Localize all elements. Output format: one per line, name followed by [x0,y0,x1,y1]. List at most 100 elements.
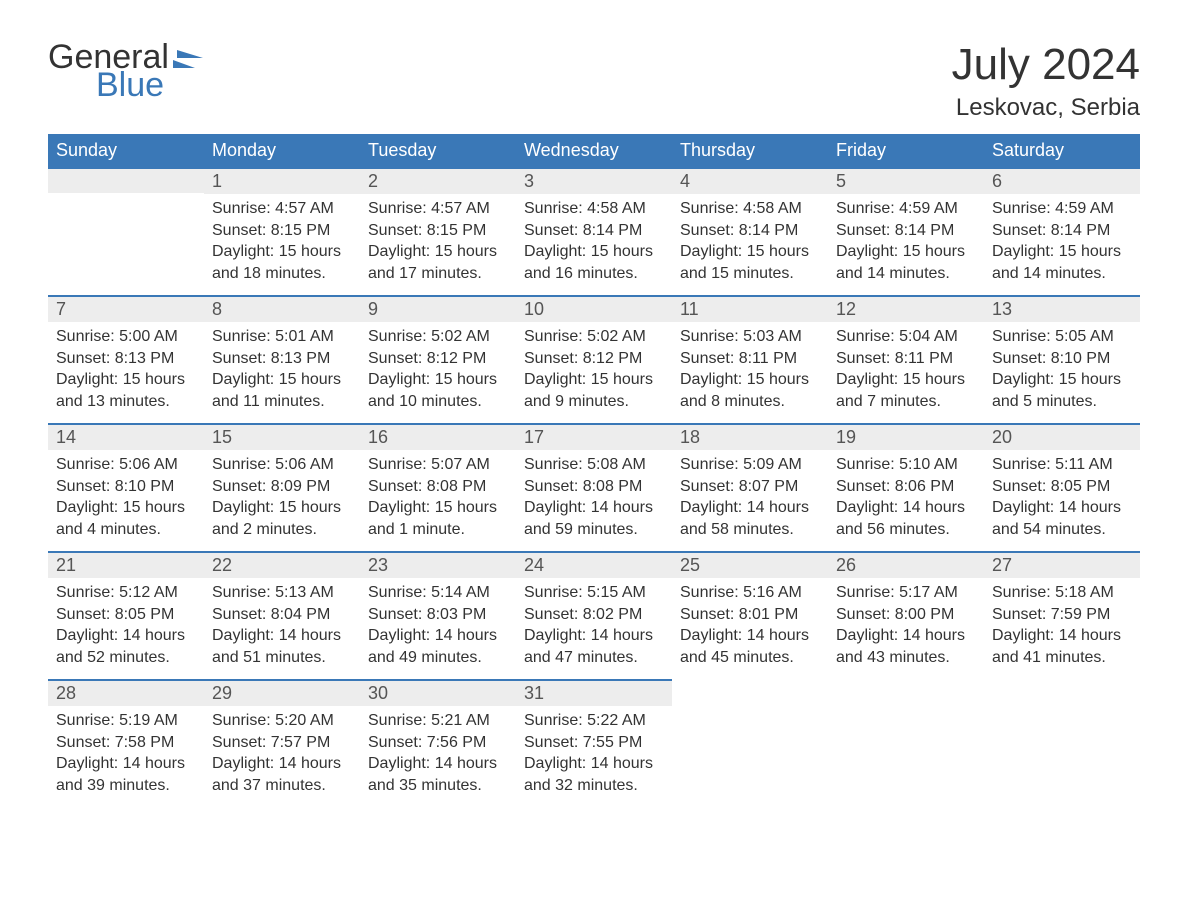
sunrise-label: Sunrise: [368,456,431,473]
sunset-value: 8:07 PM [739,478,799,495]
day-body: Sunrise: 5:19 AMSunset: 7:58 PMDaylight:… [48,706,204,804]
day-number: 17 [516,423,672,450]
sunset-value: 8:11 PM [895,350,953,367]
day-body: Sunrise: 5:10 AMSunset: 8:06 PMDaylight:… [828,450,984,548]
day-number: 27 [984,551,1140,578]
day-body: Sunrise: 5:01 AMSunset: 8:13 PMDaylight:… [204,322,360,420]
weekday-header: Thursday [672,134,828,167]
sunrise-label: Sunrise: [836,328,899,345]
sunset-value: 8:10 PM [115,478,175,495]
sunset-label: Sunset: [368,222,427,239]
calendar-cell: 2Sunrise: 4:57 AMSunset: 8:15 PMDaylight… [360,167,516,295]
calendar-cell: 8Sunrise: 5:01 AMSunset: 8:13 PMDaylight… [204,295,360,423]
daylight-label: Daylight: [836,499,903,516]
sunrise-line: Sunrise: 5:10 AM [836,454,976,476]
day-body: Sunrise: 5:04 AMSunset: 8:11 PMDaylight:… [828,322,984,420]
sunset-label: Sunset: [212,478,271,495]
sunrise-line: Sunrise: 5:15 AM [524,582,664,604]
day-body: Sunrise: 5:16 AMSunset: 8:01 PMDaylight:… [672,578,828,676]
sunrise-value: 5:20 AM [275,712,334,729]
sunrise-line: Sunrise: 5:02 AM [524,326,664,348]
calendar-week-row: 1Sunrise: 4:57 AMSunset: 8:15 PMDaylight… [48,167,1140,295]
day-number: 7 [48,295,204,322]
sunrise-label: Sunrise: [524,200,587,217]
sunset-value: 8:14 PM [1051,222,1111,239]
sunrise-label: Sunrise: [368,712,431,729]
daylight-line: Daylight: 14 hours and 52 minutes. [56,625,196,668]
sunrise-value: 5:09 AM [743,456,802,473]
daylight-label: Daylight: [992,371,1059,388]
sunset-line: Sunset: 8:08 PM [368,476,508,498]
sunset-value: 8:15 PM [271,222,331,239]
sunset-value: 8:14 PM [895,222,955,239]
sunset-line: Sunset: 8:12 PM [524,348,664,370]
sunset-label: Sunset: [368,734,427,751]
calendar-cell: 13Sunrise: 5:05 AMSunset: 8:10 PMDayligh… [984,295,1140,423]
calendar-cell: 9Sunrise: 5:02 AMSunset: 8:12 PMDaylight… [360,295,516,423]
day-number: 13 [984,295,1140,322]
sunrise-label: Sunrise: [212,584,275,601]
sunset-value: 8:12 PM [427,350,487,367]
calendar-cell: 3Sunrise: 4:58 AMSunset: 8:14 PMDaylight… [516,167,672,295]
sunset-label: Sunset: [56,734,115,751]
day-number: 30 [360,679,516,706]
calendar-week-row: 28Sunrise: 5:19 AMSunset: 7:58 PMDayligh… [48,679,1140,807]
sunrise-line: Sunrise: 4:59 AM [836,198,976,220]
day-body: Sunrise: 5:15 AMSunset: 8:02 PMDaylight:… [516,578,672,676]
daylight-label: Daylight: [212,243,279,260]
calendar-cell: 15Sunrise: 5:06 AMSunset: 8:09 PMDayligh… [204,423,360,551]
daylight-label: Daylight: [368,371,435,388]
sunrise-line: Sunrise: 5:05 AM [992,326,1132,348]
sunrise-line: Sunrise: 5:17 AM [836,582,976,604]
sunrise-value: 5:10 AM [899,456,958,473]
calendar-cell: 26Sunrise: 5:17 AMSunset: 8:00 PMDayligh… [828,551,984,679]
sunrise-value: 5:12 AM [119,584,178,601]
daylight-line: Daylight: 15 hours and 15 minutes. [680,241,820,284]
sunrise-line: Sunrise: 5:19 AM [56,710,196,732]
sunrise-line: Sunrise: 4:58 AM [680,198,820,220]
day-number: 28 [48,679,204,706]
sunset-label: Sunset: [836,606,895,623]
sunrise-value: 5:17 AM [899,584,958,601]
daylight-line: Daylight: 15 hours and 14 minutes. [836,241,976,284]
sunset-label: Sunset: [680,606,739,623]
sunset-value: 7:58 PM [115,734,175,751]
daylight-label: Daylight: [992,499,1059,516]
daylight-line: Daylight: 14 hours and 45 minutes. [680,625,820,668]
daylight-label: Daylight: [368,627,435,644]
day-body: Sunrise: 5:08 AMSunset: 8:08 PMDaylight:… [516,450,672,548]
sunset-label: Sunset: [524,606,583,623]
sunset-line: Sunset: 8:09 PM [212,476,352,498]
day-number: 25 [672,551,828,578]
day-body: Sunrise: 5:02 AMSunset: 8:12 PMDaylight:… [360,322,516,420]
daylight-line: Daylight: 15 hours and 4 minutes. [56,497,196,540]
sunrise-label: Sunrise: [368,328,431,345]
sunset-line: Sunset: 8:11 PM [836,348,976,370]
sunset-line: Sunset: 7:57 PM [212,732,352,754]
calendar-cell: 28Sunrise: 5:19 AMSunset: 7:58 PMDayligh… [48,679,204,807]
daylight-line: Daylight: 15 hours and 14 minutes. [992,241,1132,284]
sunset-line: Sunset: 8:05 PM [992,476,1132,498]
calendar-cell: 18Sunrise: 5:09 AMSunset: 8:07 PMDayligh… [672,423,828,551]
calendar-cell: 10Sunrise: 5:02 AMSunset: 8:12 PMDayligh… [516,295,672,423]
sunrise-line: Sunrise: 5:16 AM [680,582,820,604]
daylight-label: Daylight: [212,499,279,516]
sunrise-value: 4:57 AM [275,200,334,217]
daylight-line: Daylight: 15 hours and 1 minute. [368,497,508,540]
sunrise-line: Sunrise: 5:07 AM [368,454,508,476]
sunset-value: 8:12 PM [583,350,643,367]
day-body: Sunrise: 5:13 AMSunset: 8:04 PMDaylight:… [204,578,360,676]
weekday-header: Sunday [48,134,204,167]
weekday-header: Wednesday [516,134,672,167]
title-month: July 2024 [952,40,1140,90]
daylight-label: Daylight: [836,371,903,388]
daylight-label: Daylight: [368,499,435,516]
day-body: Sunrise: 5:17 AMSunset: 8:00 PMDaylight:… [828,578,984,676]
day-number: 22 [204,551,360,578]
sunrise-value: 5:13 AM [275,584,334,601]
day-number: 21 [48,551,204,578]
day-body: Sunrise: 5:02 AMSunset: 8:12 PMDaylight:… [516,322,672,420]
sunset-label: Sunset: [56,350,115,367]
calendar-cell: 17Sunrise: 5:08 AMSunset: 8:08 PMDayligh… [516,423,672,551]
sunset-value: 7:57 PM [271,734,331,751]
